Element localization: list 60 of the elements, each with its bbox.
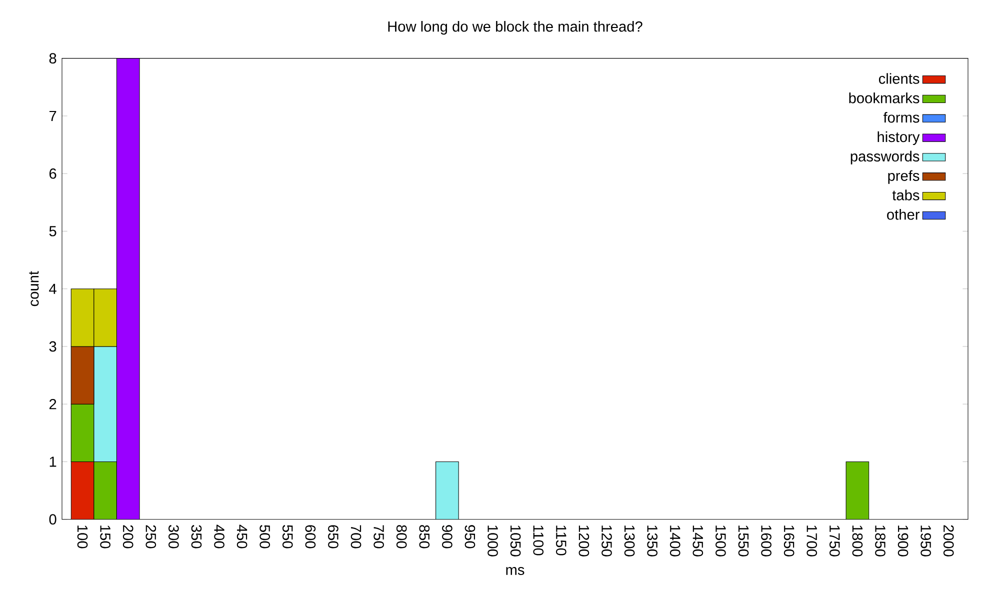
x-tick-label: 1600: [761, 526, 772, 556]
x-tick-label: 350: [191, 525, 202, 548]
x-tick-label: 850: [419, 525, 430, 548]
legend-label: prefs: [888, 170, 920, 184]
x-tick-label: 700: [350, 525, 362, 548]
y-tick-label: 7: [49, 110, 56, 121]
x-tick-label: 250: [146, 525, 156, 548]
x-tick-label: 1100: [533, 526, 544, 556]
x-tick-label: 1400: [670, 526, 680, 556]
x-tick-label: 150: [100, 526, 110, 548]
legend-label: other: [887, 209, 920, 220]
x-tick-label: 950: [464, 525, 476, 548]
x-tick-label: 650: [328, 525, 338, 548]
x-axis-title: ms: [506, 566, 524, 575]
y-tick-label: 1: [50, 456, 56, 467]
x-tick-label: 1300: [624, 526, 635, 556]
x-tick-label: 550: [282, 525, 293, 548]
y-tick-label: 0: [49, 514, 56, 525]
x-tick-label: 1750: [829, 526, 840, 556]
x-tick-label: 1950: [920, 526, 931, 556]
x-tick-label: 1800: [852, 526, 863, 556]
x-tick-label: 1700: [806, 526, 818, 556]
y-tick-label: 5: [49, 226, 56, 236]
x-tick-label: 200: [122, 525, 134, 548]
x-tick-label: 2000: [943, 525, 954, 556]
x-tick-label: 400: [214, 524, 224, 548]
y-tick-label: 4: [49, 284, 56, 294]
x-tick-label: 1350: [647, 526, 658, 556]
x-tick-label: 1000: [488, 526, 498, 556]
y-tick-label: 6: [49, 168, 56, 179]
x-tick-label: 1450: [692, 526, 704, 556]
x-tick-label: 100: [77, 526, 88, 548]
legend-label: passwords: [850, 150, 920, 164]
legend-label: tabs: [892, 190, 920, 200]
legend-label: bookmarks: [849, 92, 920, 104]
x-tick-label: 1650: [784, 526, 794, 556]
x-tick-label: 1900: [898, 526, 908, 556]
x-tick-label: 1250: [602, 526, 612, 556]
y-tick-label: 2: [49, 398, 56, 410]
legend-label: forms: [883, 112, 920, 123]
x-tick-label: 500: [260, 525, 270, 548]
x-tick-label: 750: [374, 525, 384, 548]
y-axis-title: count: [29, 271, 39, 306]
y-tick-label: 3: [49, 341, 56, 352]
chart-title: How long do we block the main thread?: [388, 20, 642, 35]
y-tick-label: 8: [49, 53, 56, 64]
x-tick-label: 300: [168, 525, 179, 548]
x-tick-label: 900: [442, 525, 452, 548]
x-tick-label: 1050: [510, 526, 521, 556]
legend-label: clients: [878, 73, 920, 84]
x-tick-label: 1150: [556, 526, 566, 556]
bar: [846, 461, 870, 520]
x-tick-label: 450: [236, 524, 248, 548]
x-tick-label: 1500: [716, 526, 726, 556]
x-tick-label: 1550: [738, 526, 749, 556]
x-tick-label: 600: [305, 525, 316, 548]
legend-label: history: [878, 131, 920, 145]
x-tick-label: 1200: [578, 526, 590, 556]
x-tick-label: 800: [396, 525, 407, 548]
x-tick-label: 1850: [875, 526, 886, 556]
